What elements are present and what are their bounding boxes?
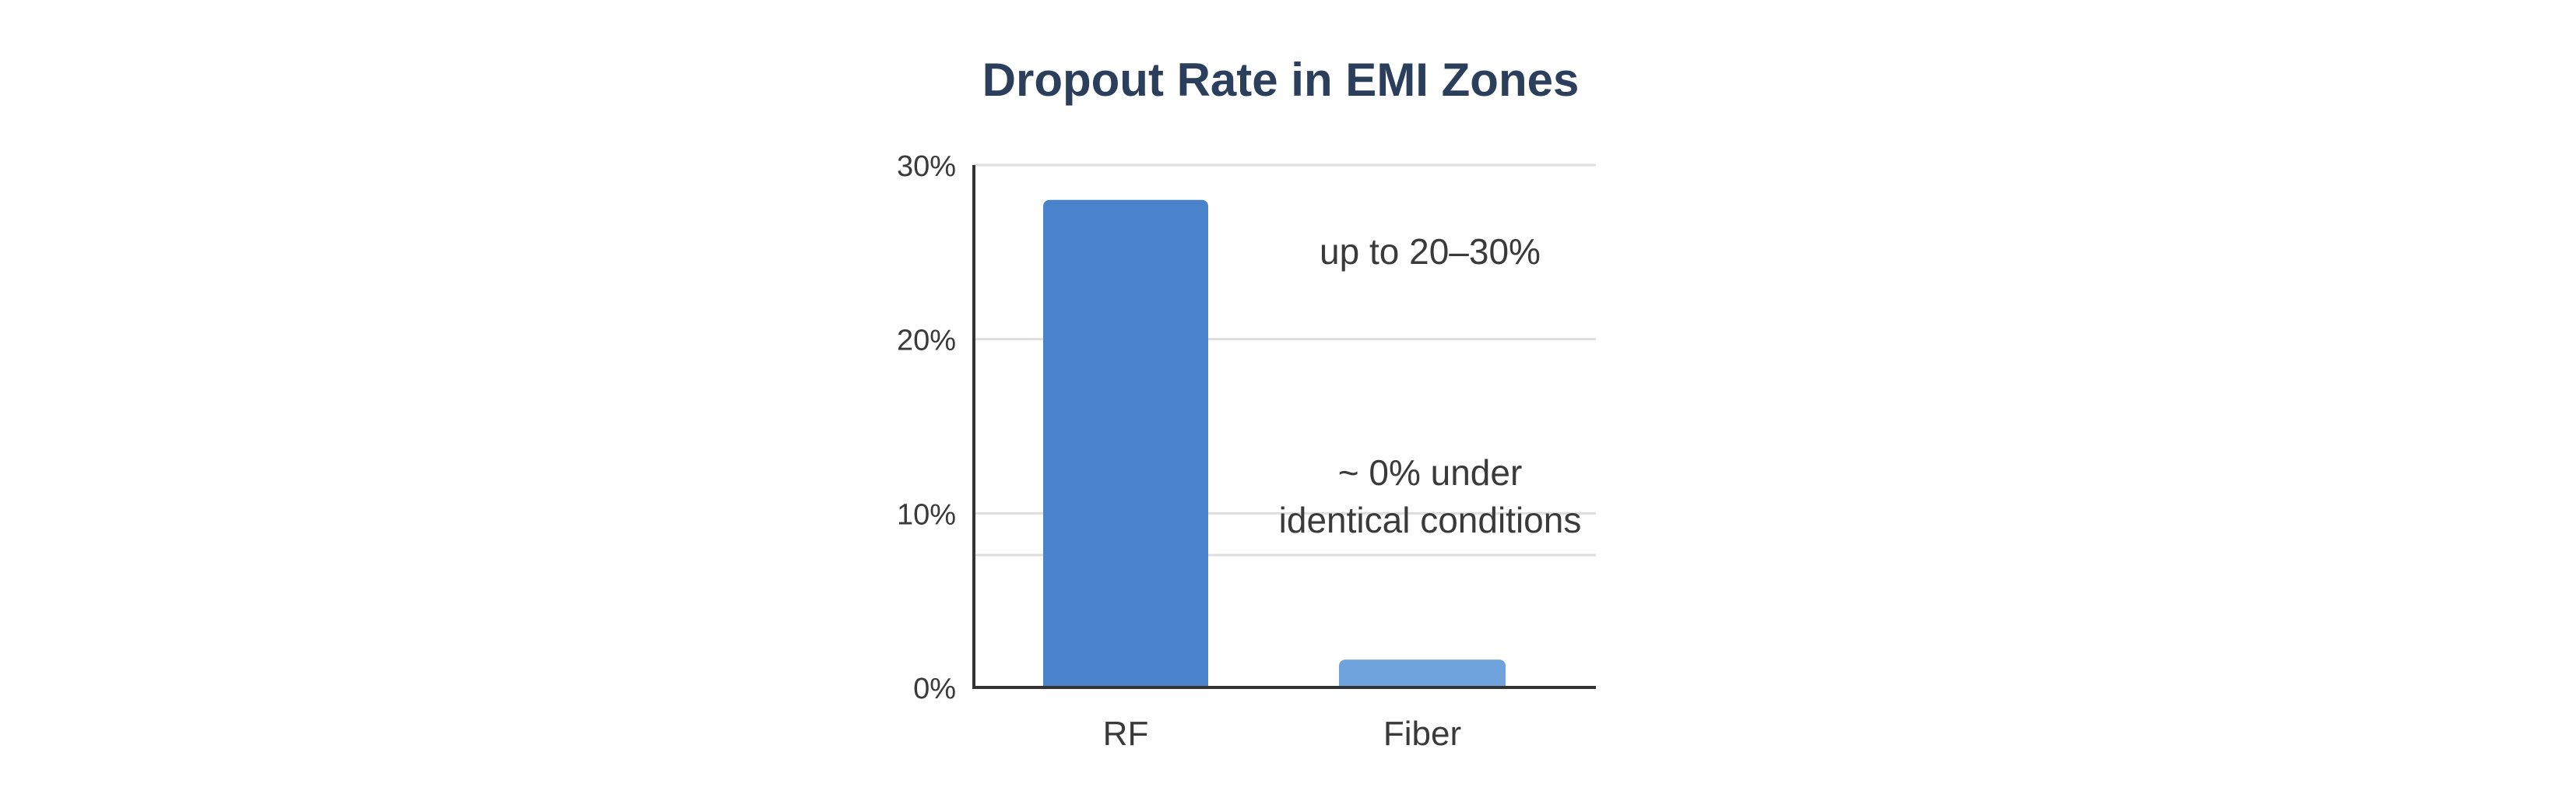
bars (1043, 199, 1506, 687)
labels: RF Fiber 0% 10% 20% 30% (897, 150, 1461, 753)
y-tick-label: 30% (897, 150, 956, 183)
annotations: up to 20–30% ~ 0% under identical conditio… (1279, 231, 1582, 540)
annotation: ~ 0% under identical conditions (1279, 452, 1582, 540)
x-tick-label: RF (1103, 715, 1149, 753)
bar-base-fiber (1339, 680, 1506, 687)
annotation: up to 20–30% (1320, 231, 1541, 272)
annotation-line: up to 20–30% (1320, 231, 1541, 272)
chart-title: Dropout Rate in EMI Zones (982, 54, 1580, 106)
axes (972, 165, 1596, 689)
y-tick-label: 10% (897, 498, 956, 531)
bar-base-rf (1043, 680, 1208, 687)
x-tick-label: Fiber (1383, 715, 1461, 753)
annotation-line: identical conditions (1279, 500, 1582, 540)
annotation-line: ~ 0% under (1338, 452, 1523, 493)
bar-rf (1043, 199, 1208, 687)
y-tick-label: 0% (913, 673, 956, 705)
y-tick-label: 20% (897, 325, 956, 357)
